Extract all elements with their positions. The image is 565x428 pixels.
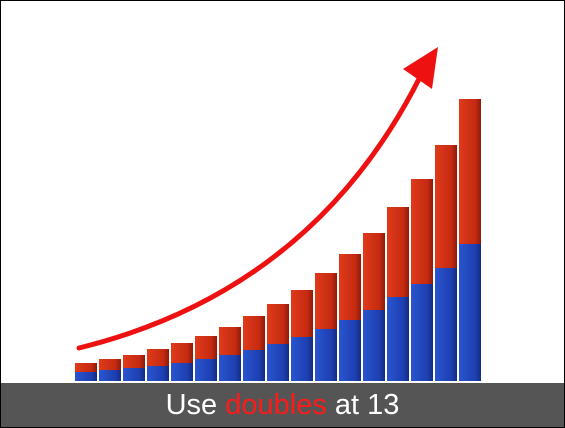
bar-base bbox=[219, 355, 241, 381]
bar-base bbox=[267, 344, 289, 381]
caption-text: Use bbox=[165, 389, 218, 421]
bar-base bbox=[435, 268, 457, 381]
bar-base bbox=[315, 329, 337, 381]
trend-arrow bbox=[76, 76, 422, 351]
bar-base bbox=[171, 363, 193, 381]
bar-base bbox=[291, 337, 313, 381]
bar-base bbox=[75, 372, 97, 381]
bar-base bbox=[99, 370, 121, 381]
bars bbox=[75, 99, 481, 381]
bar-base bbox=[411, 284, 433, 381]
bar-base bbox=[195, 359, 217, 381]
bar-base bbox=[147, 366, 169, 381]
bar-base bbox=[123, 368, 145, 381]
arrow-head bbox=[403, 47, 438, 89]
bar-base bbox=[243, 350, 265, 381]
caption-highlight: doubles bbox=[225, 389, 327, 421]
bar-base bbox=[387, 297, 409, 381]
bar-base bbox=[339, 320, 361, 381]
caption: Use doubles at 13 bbox=[1, 383, 564, 427]
caption-text: at 13 bbox=[334, 389, 400, 421]
bar-base bbox=[459, 244, 481, 381]
bar-base bbox=[363, 310, 385, 381]
